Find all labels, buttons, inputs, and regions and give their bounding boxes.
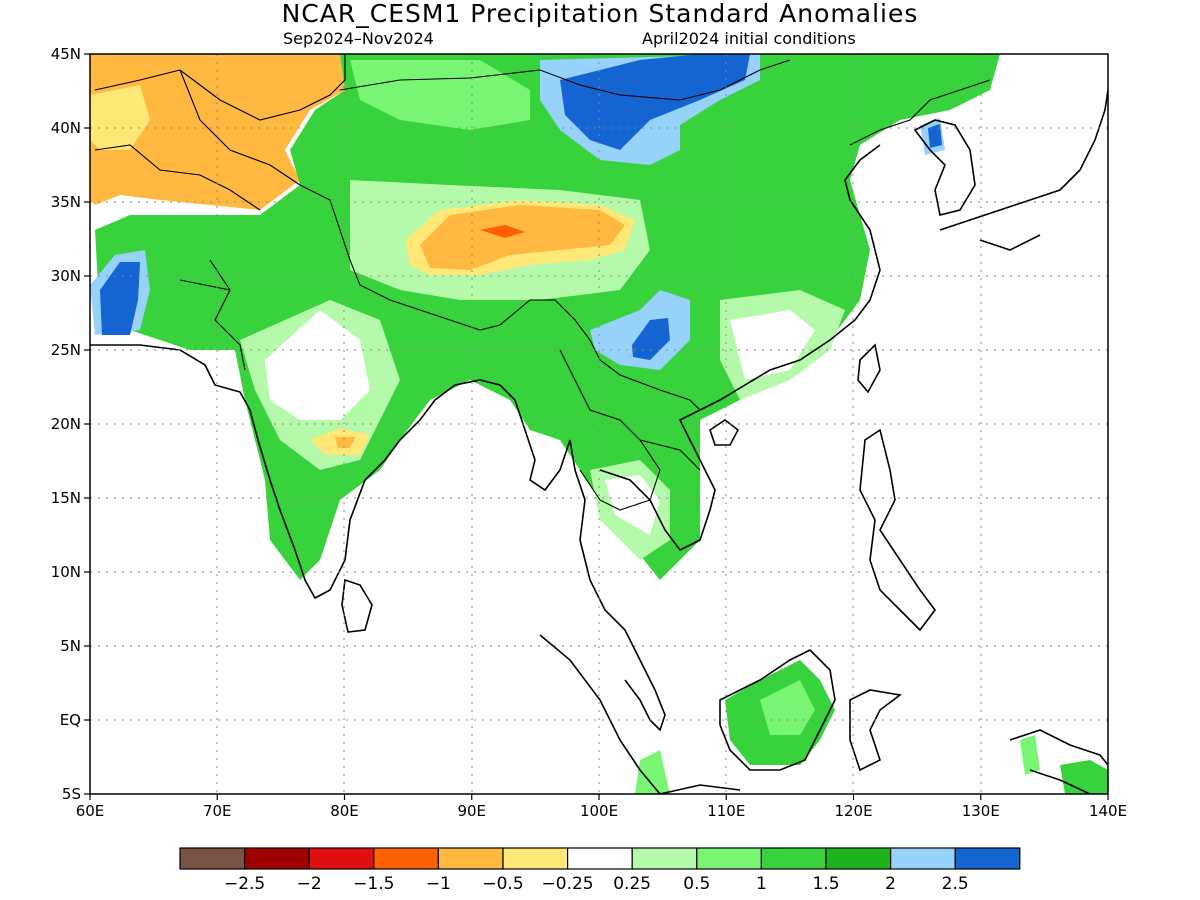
border-china-korea	[849, 79, 991, 146]
border-mongolia-china	[339, 59, 791, 101]
dry-light-west	[90, 85, 150, 150]
y-tick-label: 45N	[51, 45, 81, 63]
wet-pale-borneo	[760, 680, 815, 735]
x-tick-label: 120E	[834, 802, 872, 820]
strong-wet-iran	[100, 262, 140, 335]
border-pakistan-india	[179, 259, 246, 371]
strong-wet-yunnan	[632, 318, 670, 360]
wet-region-newguinea-east	[1060, 760, 1108, 794]
x-axis: 60E 70E 80E 90E 100E 110E 120E 130E 140E	[76, 794, 1127, 820]
x-tick-label: 80E	[330, 802, 359, 820]
anomaly-field	[90, 54, 1108, 794]
border-central-asia	[94, 54, 346, 211]
x-tick-label: 60E	[76, 802, 105, 820]
colorbar-swatch	[373, 847, 439, 870]
coast-indochina	[599, 144, 881, 552]
colorbar-label: 1	[756, 874, 767, 894]
colorbar-swatch	[954, 847, 1021, 870]
coast-philippines	[859, 428, 936, 632]
coast-srilanka	[341, 578, 373, 633]
x-tick-label: 100E	[580, 802, 618, 820]
coast-japan	[939, 89, 1108, 251]
colorbar-swatch	[825, 847, 892, 870]
coastlines	[90, 89, 1108, 794]
wet-light-north	[350, 60, 530, 130]
dry-region-west	[90, 54, 345, 210]
forecast-period: Sep2024–Nov2024	[283, 29, 434, 48]
colorbar-swatch	[696, 847, 762, 870]
colorbar-label: 0.25	[613, 874, 651, 894]
coast-bangladesh-myanmar	[454, 379, 641, 661]
wet-region-yunnan	[590, 290, 690, 370]
strong-wet-mongolia	[560, 54, 750, 150]
colorbar-label: 2	[885, 874, 896, 894]
strong-wet-korea	[928, 124, 942, 148]
colorbar-swatch	[179, 847, 246, 870]
coast-india	[90, 344, 456, 600]
country-borders	[94, 54, 991, 511]
border-indochina	[559, 349, 701, 511]
y-tick-label: 10N	[51, 563, 81, 581]
y-tick-label: 25N	[51, 341, 81, 359]
colorbar-swatch	[631, 847, 698, 870]
coast-hainan	[709, 419, 740, 446]
y-tick-label: 40N	[51, 119, 81, 137]
coast-java	[659, 784, 741, 794]
coast-newguinea	[1009, 729, 1108, 794]
y-tick-label: EQ	[60, 711, 81, 729]
colorbar-swatch	[502, 847, 569, 870]
colorbar-swatch	[244, 847, 310, 870]
map-title: NCAR_CESM1 Precipitation Standard Anomal…	[281, 0, 919, 28]
coast-korea	[913, 119, 976, 216]
dry-region-tibet-core	[420, 205, 625, 270]
colorbar-swatch	[889, 847, 956, 870]
y-tick-label: 5N	[60, 637, 81, 655]
coast-malay	[624, 659, 666, 732]
gridlines	[90, 54, 1108, 794]
coast-borneo	[719, 649, 836, 771]
colorbar-swatch	[566, 847, 633, 870]
coast-sulawesi	[849, 689, 902, 772]
dry-region-central-asia	[175, 58, 265, 115]
colorbar-label: −0.25	[542, 874, 594, 894]
colorbar-label: −0.5	[482, 874, 523, 894]
border-himalaya	[299, 184, 701, 411]
dry-strong-tibet	[480, 225, 525, 238]
y-tick-label: 15N	[51, 489, 81, 507]
colorbar-label: 1.5	[812, 874, 839, 894]
x-tick-label: 70E	[203, 802, 232, 820]
y-tick-label: 5S	[62, 785, 81, 803]
wet-region-newguinea	[1020, 735, 1040, 775]
y-tick-label: 30N	[51, 267, 81, 285]
colorbar-swatch	[760, 847, 827, 870]
dry-strong-india-dot	[335, 437, 355, 448]
colorbar-label: −2.5	[224, 874, 265, 894]
y-tick-label: 20N	[51, 415, 81, 433]
neutral-thailand	[605, 475, 660, 535]
x-tick-label: 90E	[457, 802, 486, 820]
x-tick-label: 110E	[707, 802, 745, 820]
colorbar-label: −1.5	[353, 874, 394, 894]
colorbar-label: −1	[426, 874, 451, 894]
colorbar-swatch	[308, 847, 375, 870]
coast-taiwan	[857, 343, 881, 394]
colorbar-swatch	[437, 847, 504, 870]
colorbar-label: 2.5	[942, 874, 969, 894]
x-tick-label: 130E	[962, 802, 1000, 820]
neutral-india	[265, 310, 370, 420]
colorbar-label: −2	[297, 874, 322, 894]
colorbar-label: 0.5	[683, 874, 710, 894]
y-tick-label: 35N	[51, 193, 81, 211]
initial-conditions: April2024 initial conditions	[642, 29, 856, 48]
colorbar: −2.5 −2 −1.5 −1 −0.5 −0.25 0.25 0.5 1 1.5 2 2.5	[179, 847, 1021, 894]
wet-region-sumatra	[635, 750, 670, 794]
y-axis: 45N 40N 35N 30N 25N 20N 15N 10N 5N EQ 5S	[51, 45, 90, 803]
x-tick-label: 140E	[1089, 802, 1127, 820]
